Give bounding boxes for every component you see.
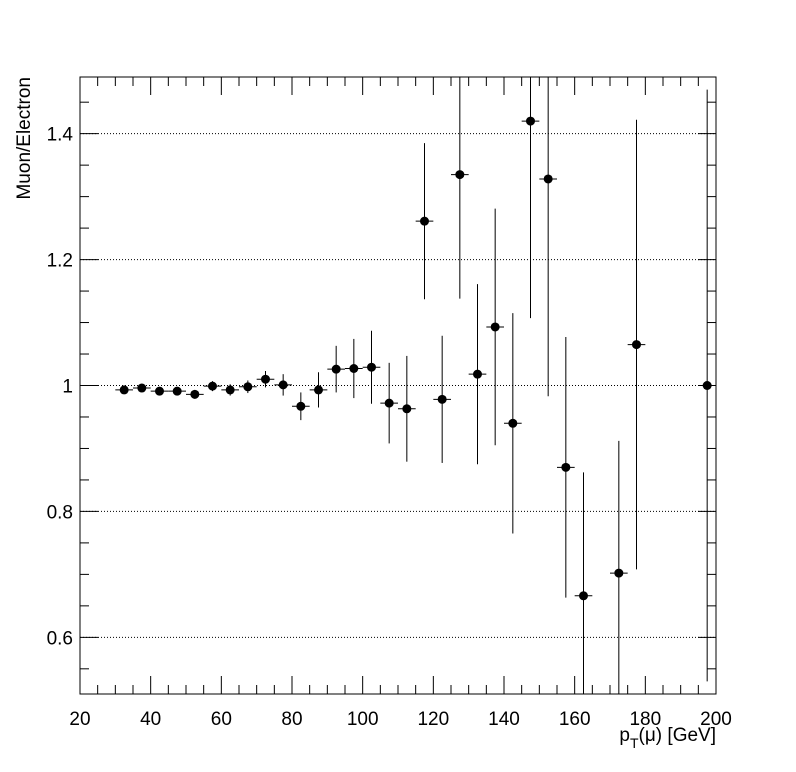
data-point [327, 345, 345, 393]
y-tick-label: 1 [62, 377, 73, 398]
data-point [150, 386, 169, 396]
data-points [115, 77, 716, 694]
point-marker [137, 383, 147, 393]
x-tick-labels: 20 40 60 80 100 120 140 160 180 200 [69, 709, 731, 730]
point-marker [402, 404, 412, 414]
data-point [256, 371, 275, 388]
data-point [398, 355, 416, 462]
data-point [186, 389, 204, 399]
data-point [203, 381, 222, 392]
data-point [380, 362, 398, 444]
point-marker [437, 394, 447, 404]
point-marker [331, 364, 341, 374]
data-point [292, 392, 310, 421]
point-marker [632, 340, 641, 350]
data-point [504, 313, 522, 534]
x-axis-label: pT(μ) [GeV] [619, 725, 716, 751]
grid-lines [80, 133, 716, 638]
point-marker [261, 374, 270, 384]
data-point [362, 330, 381, 404]
data-point [610, 440, 628, 694]
x-tick-label: 60 [211, 709, 232, 730]
x-tick-label: 20 [69, 709, 90, 730]
data-point [274, 374, 292, 396]
data-point [539, 77, 557, 397]
x-tick-label: 180 [629, 709, 661, 730]
x-tick-label: 120 [417, 709, 449, 730]
y-tick-labels: 0.6 0.8 1 1.2 1.4 [47, 125, 74, 650]
point-marker [455, 170, 465, 180]
point-marker [243, 382, 253, 392]
data-point [221, 384, 239, 396]
point-marker [702, 381, 712, 390]
x-tick-label: 80 [281, 709, 302, 730]
point-marker [473, 369, 482, 379]
data-point [468, 284, 487, 465]
data-point [627, 119, 646, 570]
data-point [239, 380, 257, 394]
x-tick-label: 100 [347, 709, 379, 730]
data-point [168, 386, 186, 396]
data-point [557, 337, 575, 598]
point-marker [208, 381, 217, 391]
point-marker [561, 462, 571, 472]
point-marker [526, 116, 535, 126]
point-marker [296, 401, 306, 411]
y-axis-label: Muon/Electron [14, 77, 35, 200]
data-point [486, 208, 504, 446]
point-marker [543, 174, 553, 184]
axis-ticks [79, 77, 717, 694]
data-point [521, 77, 540, 319]
data-point [433, 335, 451, 463]
x-tick-label: 160 [559, 709, 591, 730]
x-tick-label: 200 [700, 709, 732, 730]
data-point [698, 89, 716, 682]
data-point [133, 383, 151, 393]
point-marker [384, 398, 394, 408]
point-marker [508, 418, 518, 428]
y-tick-label: 0.6 [47, 628, 73, 649]
data-point [345, 338, 363, 399]
point-marker [278, 380, 288, 390]
point-marker [490, 322, 500, 332]
point-marker [420, 216, 429, 226]
point-marker [367, 362, 376, 372]
data-point [451, 77, 469, 299]
point-marker [190, 389, 200, 399]
point-marker [172, 386, 182, 396]
plot-frame [79, 76, 717, 695]
y-tick-label: 1.2 [47, 251, 73, 272]
data-point [309, 372, 328, 408]
point-marker [155, 386, 164, 396]
data-point [574, 472, 593, 694]
y-tick-label: 0.8 [47, 502, 73, 523]
point-marker [349, 364, 359, 374]
y-tick-label: 1.4 [47, 125, 74, 146]
point-marker [614, 568, 624, 578]
data-point [115, 385, 133, 395]
x-tick-label: 40 [140, 709, 161, 730]
point-marker [314, 385, 323, 395]
point-marker [225, 385, 235, 395]
data-point [415, 143, 434, 300]
point-marker [579, 591, 588, 601]
x-tick-label: 140 [488, 709, 520, 730]
point-marker [119, 385, 129, 395]
